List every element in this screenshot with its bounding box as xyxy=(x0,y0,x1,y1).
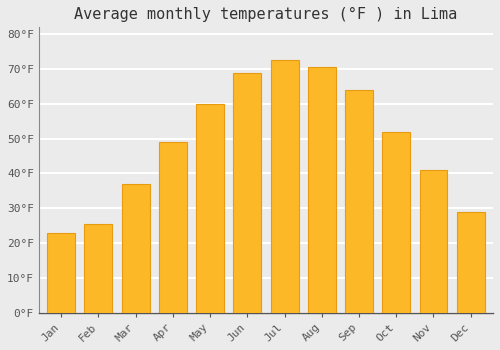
Bar xyxy=(47,233,75,313)
Bar xyxy=(234,72,262,313)
Bar xyxy=(270,60,298,313)
Bar xyxy=(382,132,410,313)
Bar xyxy=(308,67,336,313)
Bar xyxy=(457,212,484,313)
Bar xyxy=(345,90,373,313)
Bar xyxy=(196,104,224,313)
Bar xyxy=(122,184,150,313)
Bar xyxy=(420,170,448,313)
Title: Average monthly temperatures (°F ) in Lima: Average monthly temperatures (°F ) in Li… xyxy=(74,7,458,22)
Bar xyxy=(84,224,112,313)
Bar xyxy=(159,142,187,313)
